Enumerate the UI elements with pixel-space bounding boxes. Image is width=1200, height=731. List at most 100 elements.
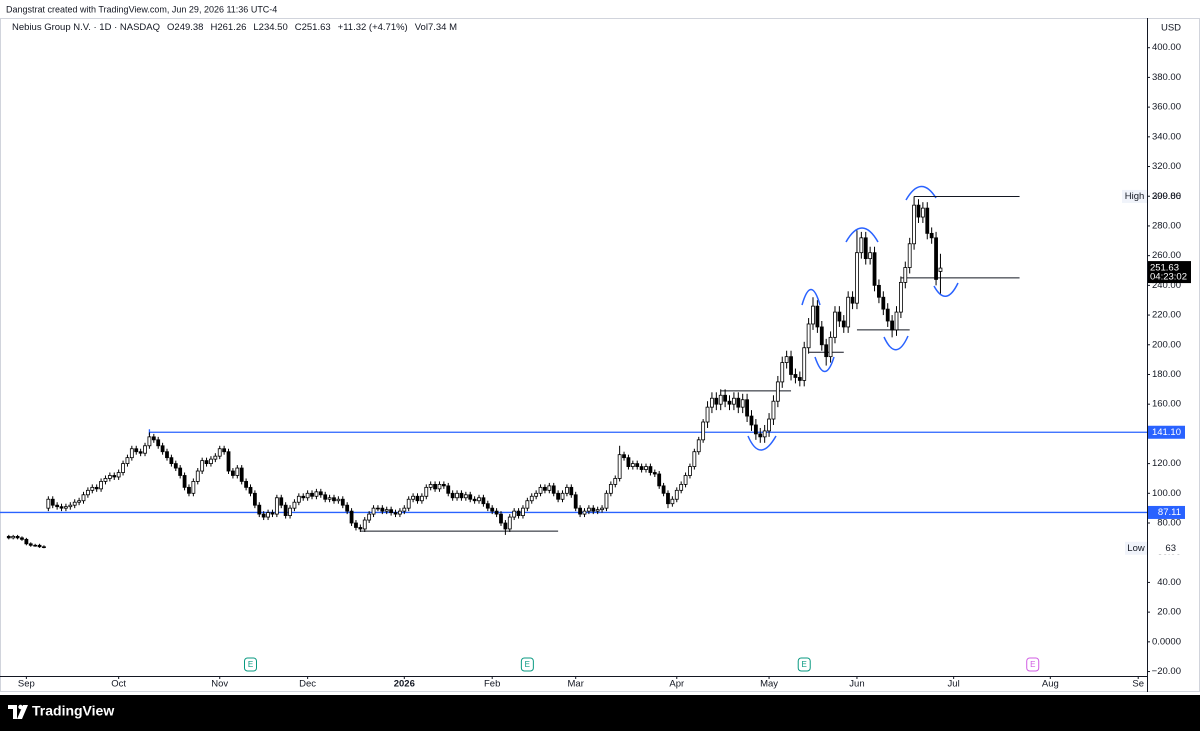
candle-body — [920, 207, 925, 218]
event-label: E — [1030, 660, 1035, 669]
candle-body — [573, 494, 578, 509]
credit: Dangstrat created with TradingView.com, … — [6, 4, 277, 14]
candle-body — [586, 507, 591, 512]
candle-body — [20, 537, 24, 540]
candle-body — [156, 439, 161, 447]
legend-item: Vol7.34 M — [415, 22, 457, 33]
price-label-box — [1148, 505, 1185, 519]
candle-body — [771, 400, 776, 420]
candle-body — [28, 543, 33, 546]
candle-body — [459, 492, 464, 499]
y-tick-label: 300.00 — [1152, 191, 1181, 202]
currency: USD — [1161, 23, 1181, 34]
candle-body — [507, 516, 512, 530]
candle-body — [235, 467, 240, 476]
candle-body — [213, 455, 218, 460]
candle-body — [710, 397, 714, 408]
low-tag-label: Low — [1127, 543, 1145, 554]
candle-body — [257, 504, 262, 515]
candle-body — [107, 475, 112, 479]
candle-body — [248, 486, 253, 494]
candle-body — [512, 510, 517, 518]
candle-body — [877, 284, 881, 298]
candle-body — [626, 457, 631, 467]
y-tick-label: 180.00 — [1152, 369, 1181, 380]
candle-body — [652, 472, 657, 475]
candle-body — [863, 237, 868, 260]
candle-body — [775, 381, 780, 402]
x-tick-label: Dec — [299, 679, 316, 690]
candle-body — [112, 475, 117, 478]
arc — [801, 288, 821, 306]
candle-body — [604, 492, 609, 509]
candle-body — [244, 481, 248, 488]
arc — [933, 282, 959, 297]
candle-body — [15, 535, 20, 539]
candle-body — [64, 506, 68, 509]
candle-body — [182, 475, 187, 488]
price-label-box — [1148, 425, 1185, 439]
candle-body — [239, 467, 244, 482]
y-tick-label: 40.00 — [1157, 577, 1181, 588]
candle-body — [6, 535, 11, 539]
arc — [814, 356, 835, 373]
candle-body — [301, 495, 306, 499]
candle-body — [121, 463, 125, 473]
candle-body — [613, 478, 618, 485]
candle-body — [692, 451, 697, 467]
candle-body — [125, 457, 130, 464]
candle-body — [46, 498, 51, 509]
y-tick-label: 280.00 — [1152, 220, 1181, 231]
candle-body — [767, 418, 771, 432]
candle-body — [406, 498, 411, 509]
candle-body — [419, 495, 424, 502]
event-marker — [520, 657, 534, 672]
candle-body — [846, 296, 851, 328]
legend-item: L234.50 — [253, 22, 287, 33]
candle-body — [437, 483, 442, 490]
x-tick-label: Apr — [669, 679, 684, 690]
candle-body — [793, 374, 798, 378]
candle-body — [705, 406, 710, 423]
candle-body — [231, 470, 235, 476]
candle-body — [894, 311, 899, 331]
annotations — [747, 185, 959, 451]
x-tick-label: Jul — [948, 679, 960, 690]
candle-body — [758, 433, 763, 438]
candle-body — [494, 510, 499, 515]
candle-body — [617, 454, 622, 479]
candle-body — [424, 486, 429, 497]
candle-body — [582, 510, 587, 515]
x-tick-label: Sep — [18, 679, 35, 690]
event-label: E — [525, 660, 530, 669]
last-price-box — [1148, 261, 1191, 284]
candle-body — [362, 519, 367, 530]
arc — [747, 435, 777, 451]
candle-body — [529, 495, 534, 502]
y-tick-label: 80.00 — [1157, 518, 1181, 529]
candle-body — [661, 485, 666, 494]
candle-body — [657, 473, 662, 487]
candle-body — [147, 436, 152, 447]
candle-body — [688, 466, 692, 476]
candle-body — [837, 311, 842, 322]
candle-body — [81, 494, 86, 502]
candle-body — [463, 494, 468, 499]
candle-body — [745, 399, 749, 417]
candle-body — [547, 485, 552, 491]
candle-body — [912, 204, 916, 245]
candle-body — [411, 495, 415, 500]
candle-body — [77, 500, 82, 503]
candle-body — [336, 498, 341, 502]
candle-body — [288, 507, 292, 516]
candle-body — [151, 436, 156, 441]
candle-body — [551, 485, 556, 494]
candle-body — [33, 544, 38, 547]
candle-body — [679, 483, 684, 491]
candle-body — [701, 421, 706, 441]
x-tick-label: Oct — [111, 679, 126, 690]
candle-body — [371, 507, 376, 515]
candle-body — [11, 535, 16, 539]
